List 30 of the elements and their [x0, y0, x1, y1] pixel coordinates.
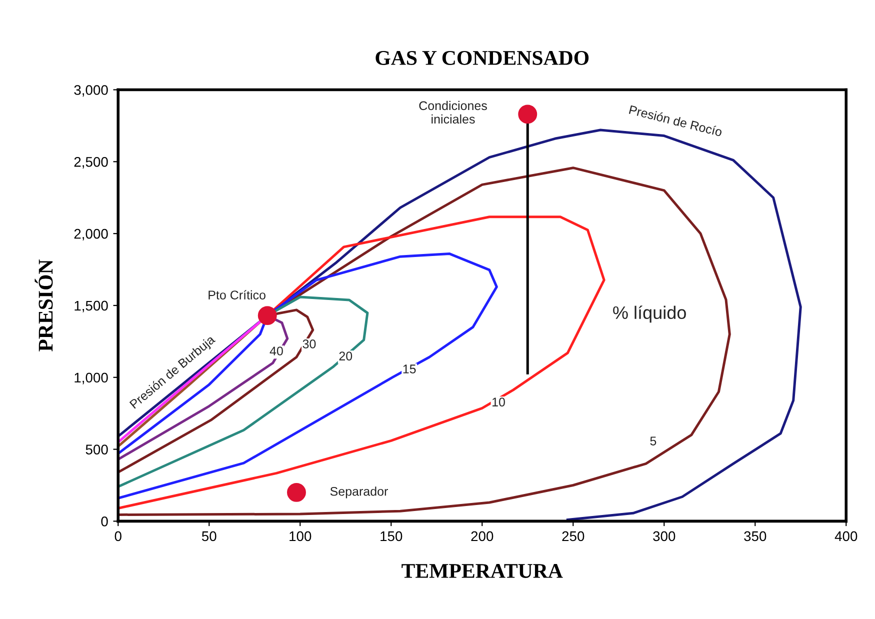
y-tick-label: 1,500	[74, 300, 108, 312]
y-tick-label: 3,000	[74, 85, 108, 97]
annotation: Condiciones iniciales	[419, 100, 487, 124]
y-tick-label: 2,000	[74, 228, 108, 240]
y-tick-label: 2,500	[74, 156, 108, 168]
annotation: % líquido	[613, 306, 686, 323]
annotation: Pto Crítico	[208, 290, 266, 300]
x-tick-label: 150	[380, 531, 402, 542]
x-tick-label: 0	[114, 531, 122, 542]
x-tick-label: 300	[653, 531, 676, 542]
y-tick-label: 0	[101, 516, 108, 526]
y-axis-title: PRESIÓN	[34, 259, 53, 352]
chart-title: GAS Y CONDENSADO	[376, 50, 589, 65]
x-tick-label: 250	[562, 531, 584, 542]
x-tick-label: 350	[744, 531, 766, 542]
y-tick-label: 500	[86, 444, 108, 454]
annotation: 10	[492, 398, 505, 406]
x-tick-label: 100	[290, 531, 312, 542]
annotation: 5	[650, 436, 656, 446]
annotation: 20	[339, 352, 352, 360]
x-axis-title: TEMPERATURA	[402, 564, 563, 578]
annotation: Presión de Rocío	[628, 104, 723, 137]
x-tick-label: 50	[202, 531, 216, 542]
annotation: 15	[403, 364, 416, 374]
x-tick-label: 400	[834, 531, 858, 542]
annotation: Separador	[330, 486, 388, 498]
y-tick-label: 1,000	[74, 372, 108, 384]
annotation: 30	[302, 340, 316, 348]
x-tick-label: 200	[471, 531, 494, 542]
annotation: 40	[270, 346, 283, 356]
